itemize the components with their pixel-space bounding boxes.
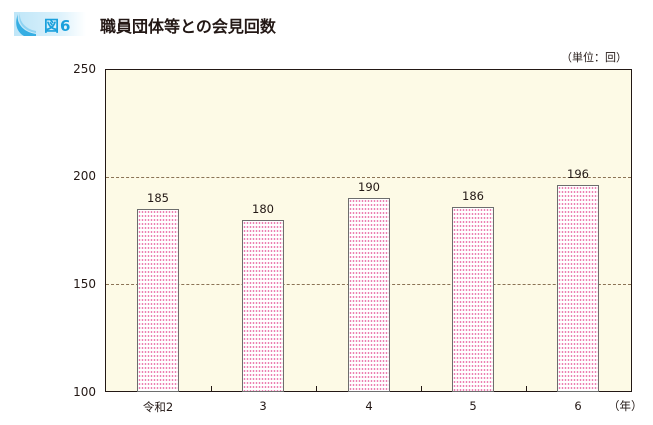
x-tick-mark: [421, 386, 422, 392]
y-tick-label: 150: [73, 277, 96, 291]
bar: [452, 206, 494, 392]
y-tick-label: 250: [73, 62, 96, 76]
y-tick-label: 200: [73, 169, 96, 183]
x-category-label: 3: [259, 399, 267, 413]
swoosh-icon: [16, 13, 36, 36]
bar: [137, 208, 179, 392]
bar-value-label: 196: [567, 167, 589, 182]
x-axis-unit: （年）: [608, 399, 643, 413]
bar-value-label: 186: [462, 188, 484, 203]
unit-label: （単位：回）: [561, 51, 627, 64]
x-tick-mark: [526, 386, 527, 392]
bar: [242, 219, 284, 392]
gridline-200: [106, 177, 631, 178]
x-tick-mark: [211, 386, 212, 392]
x-category-label: 令和2: [142, 400, 174, 414]
bar-value-label: 180: [252, 201, 274, 216]
x-category-label: 5: [469, 399, 477, 413]
chart-title: 職員団体等との会見回数: [100, 17, 276, 36]
x-category-label: 4: [365, 399, 373, 413]
bar: [348, 198, 390, 392]
bar: [557, 185, 599, 392]
y-tick-label: 100: [73, 385, 96, 399]
bar-value-label: 190: [358, 180, 380, 195]
x-category-label: 6: [574, 399, 582, 413]
x-tick-mark: [316, 386, 317, 392]
bar-value-label: 185: [147, 190, 169, 205]
figure-number: 図6: [44, 17, 72, 35]
figure-number-banner: 図6: [14, 12, 86, 36]
